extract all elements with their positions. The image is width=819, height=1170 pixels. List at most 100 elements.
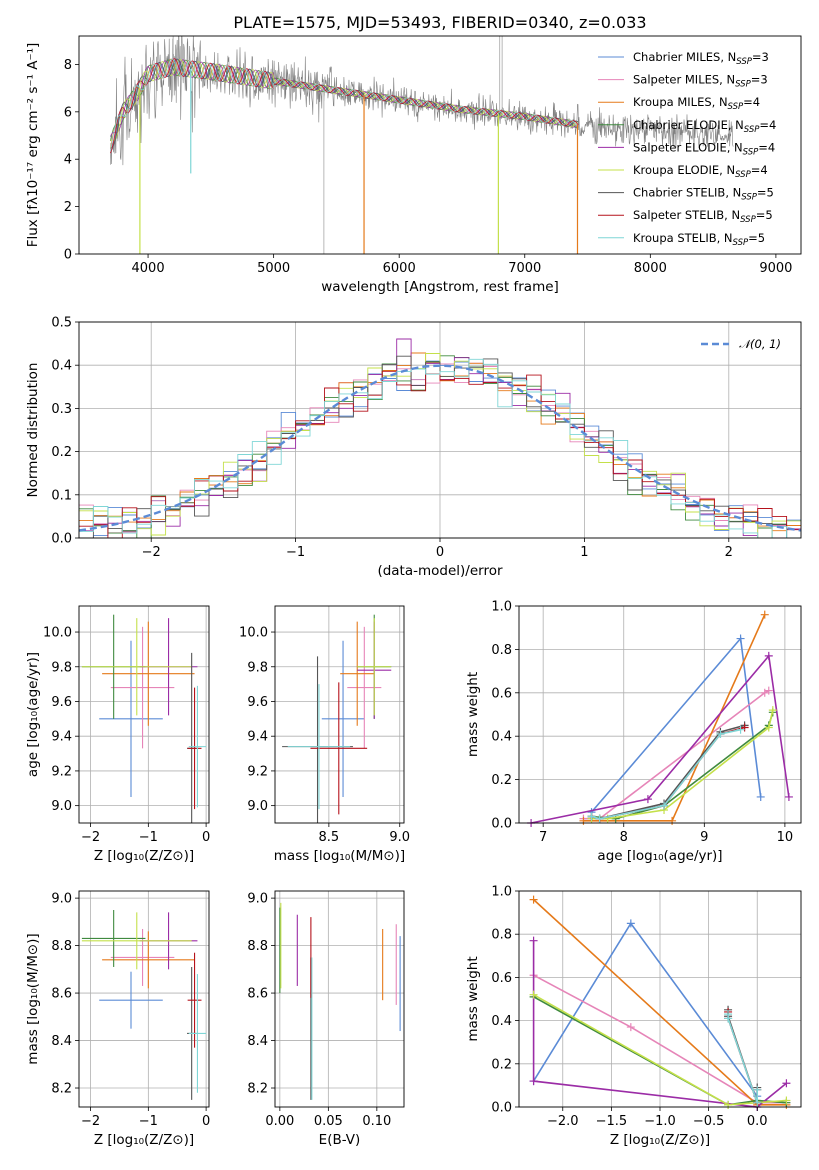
x-axis-label: Z [log₁₀(Z/Z⊙)]	[94, 848, 194, 864]
y-tick-label: 0.4	[491, 730, 512, 745]
legend-entry: Kroupa STELIB, NSSP=5	[633, 231, 765, 248]
weight-marker-salpeter-elodie	[529, 936, 538, 945]
y-tick-label: 1.0	[491, 600, 512, 615]
y-tick-label: 0.4	[51, 359, 72, 374]
y-tick-label: 0.8	[491, 643, 512, 658]
weight-line-kroupa-elodie	[533, 994, 787, 1106]
x-tick-label: 8000	[634, 261, 667, 276]
weight-marker-salpeter-elodie	[764, 651, 773, 660]
legend-subscript: SSP	[733, 238, 749, 248]
x-tick-label: −1.0	[644, 1114, 676, 1129]
legend-tail: =5	[756, 208, 773, 222]
weight-marker-kroupa-elodie	[529, 990, 538, 999]
legend-text: Salpeter MILES, N	[633, 73, 735, 87]
weight-marker-kroupa-stelib	[753, 1085, 762, 1094]
y-tick-label: 8.6	[247, 987, 268, 1002]
weight-marker-kroupa-stelib	[753, 1098, 762, 1107]
weight-line-salpeter-elodie	[532, 940, 787, 1108]
y-tick-label: 9.4	[51, 730, 72, 745]
weight-marker-salpeter-miles	[626, 1023, 635, 1032]
legend-entry: Kroupa ELODIE, NSSP=4	[633, 163, 768, 180]
legend-tail: =4	[759, 118, 776, 132]
y-tick-label: 9.0	[247, 892, 268, 907]
y-tick-label: 0.0	[491, 817, 512, 832]
legend-text: Kroupa MILES, N	[633, 95, 728, 109]
legend-text: Salpeter STELIB, N	[633, 208, 740, 222]
x-tick-label: −2	[142, 545, 161, 560]
legend-entry: Chabrier ELODIE, NSSP=4	[633, 118, 776, 135]
x-tick-label: 4000	[132, 261, 165, 276]
legend-entry: Salpeter STELIB, NSSP=5	[633, 208, 773, 225]
x-axis-label: mass [log₁₀(M/M⊙)]	[274, 848, 405, 864]
y-tick-label: 0.4	[491, 1014, 512, 1029]
x-tick-label: −1.5	[596, 1114, 628, 1129]
weight-marker-salpeter-miles	[760, 688, 769, 697]
legend-tail: =5	[757, 186, 774, 200]
x-tick-label: −1	[139, 1114, 158, 1129]
panel-mass_vs_Z: −2 −1 0 8.2 8.4 8.6 8.8 9.0 Z [log₁₀(Z/Z⊙)] mass …	[25, 890, 210, 1148]
legend-text: Kroupa STELIB, N	[633, 231, 733, 245]
y-tick-label: 0.6	[491, 971, 512, 986]
x-tick-label: 9	[700, 830, 708, 845]
y-axis-label: Normed distribution	[25, 363, 41, 498]
x-tick-label: 0	[436, 545, 444, 560]
legend-entry: Salpeter MILES, NSSP=3	[633, 73, 768, 90]
y-tick-label: 4	[64, 153, 72, 168]
y-tick-label: 9.2	[247, 764, 268, 779]
y-tick-label: 9.4	[247, 730, 268, 745]
weight-marker-kroupa-stelib	[595, 814, 604, 823]
weight-marker-kroupa-miles	[668, 816, 677, 825]
y-tick-label: 8	[64, 58, 72, 73]
panel-age_vs_Z: −2 −1 0 9.0 9.2 9.4 9.6 9.8 10.0 Z [log₁₀(Z/Z⊙)] a…	[25, 605, 210, 864]
panel-weight_vs_age: 7 8 9 10 0.0 0.2 0.4 0.6 0.8 1.0 age [log₁₀(age/yr…	[465, 600, 802, 864]
legend-subscript: SSP	[744, 125, 760, 135]
x-tick-label: −1	[286, 545, 305, 560]
x-tick-label: 8	[620, 830, 628, 845]
x-tick-label: −1	[139, 830, 158, 845]
weight-line-chabrier-miles	[590, 636, 762, 813]
legend-entry: Salpeter ELODIE, NSSP=4	[633, 140, 775, 157]
y-tick-label: 8.8	[51, 939, 72, 954]
y-tick-label: 8.4	[247, 1034, 268, 1049]
y-tick-label: 0	[64, 248, 72, 263]
legend-subscript: SSP	[728, 102, 744, 112]
weight-marker-kroupa-stelib	[724, 1014, 733, 1023]
y-tick-label: 6	[64, 105, 72, 120]
x-tick-label: 0.05	[314, 1114, 343, 1129]
panel-age_vs_mass: 8.5 9.0 9.0 9.2 9.4 9.6 9.8 10.0 mass [log₁₀(M/M…	[239, 605, 410, 864]
x-axis-label: wavelength [Angstrom, rest frame]	[321, 279, 559, 295]
x-axis-label: E(B-V)	[319, 1132, 361, 1148]
legend-tail: =4	[758, 140, 775, 154]
weight-marker-kroupa-miles	[760, 610, 769, 619]
weight-marker-kroupa-stelib	[587, 812, 596, 821]
model-spectrum-chabrier-elodie	[110, 59, 579, 142]
weight-marker-salpeter-elodie	[643, 795, 652, 804]
legend-entry: Kroupa MILES, NSSP=4	[633, 95, 760, 112]
x-tick-label: 2	[725, 545, 733, 560]
plot-area-mass_vs_EBV	[279, 902, 401, 1100]
legend-text: Kroupa ELODIE, N	[633, 163, 735, 177]
y-axis-label: mass [log₁₀(M/M⊙)]	[25, 933, 41, 1064]
plot-area-residuals	[79, 338, 801, 538]
legend-text: Chabrier ELODIE, N	[633, 118, 744, 132]
y-tick-label: 8.4	[51, 1034, 72, 1049]
axes-frame	[78, 35, 802, 255]
legend-tail: =5	[748, 231, 765, 245]
legend-subscript: SSP	[743, 147, 759, 157]
y-tick-label: 10.0	[239, 626, 268, 641]
y-tick-label: 0.2	[491, 1057, 512, 1072]
axes-frame	[518, 605, 802, 824]
y-tick-label: 9.6	[51, 695, 72, 710]
weight-marker-chabrier-miles	[756, 792, 765, 801]
x-tick-label: 9000	[759, 261, 792, 276]
weight-line-chabrier-stelib	[591, 724, 745, 820]
histogram-kroupa-stelib	[79, 358, 801, 538]
x-tick-label: −2.0	[547, 1114, 579, 1129]
weight-marker-kroupa-stelib	[736, 725, 745, 734]
plot-area-age_vs_mass	[282, 614, 392, 823]
x-tick-label: −2	[81, 830, 100, 845]
panel-weight_vs_Z: −2.0 −1.5 −1.0 −0.5 0.0 0.0 0.2 0.4 0.6 0.8 1.0 Z […	[465, 885, 802, 1148]
weight-line-kroupa-elodie	[591, 710, 774, 820]
